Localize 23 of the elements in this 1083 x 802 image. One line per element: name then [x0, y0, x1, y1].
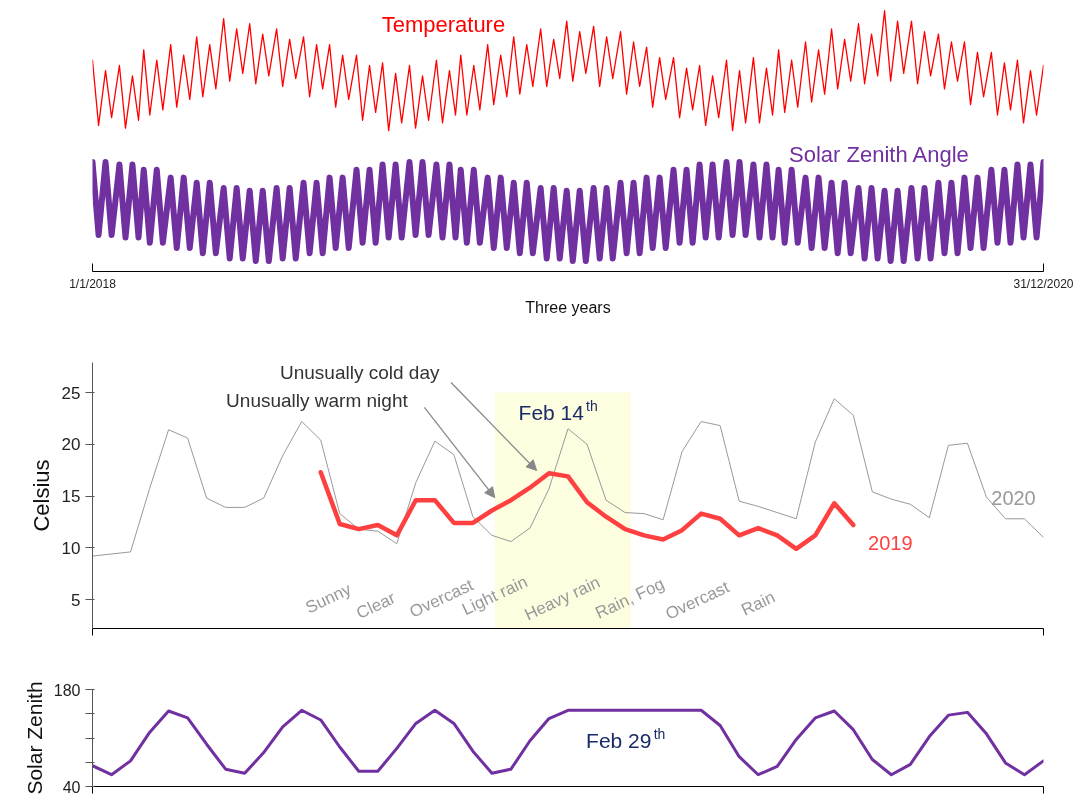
y-tick-label: 5: [71, 590, 81, 610]
series-label: 2019: [868, 532, 913, 554]
series-label: Solar Zenith Angle: [789, 141, 969, 167]
y-axis-title: Celsius: [28, 459, 54, 532]
series-label: 2020: [991, 487, 1036, 510]
line-series: [92, 708, 1044, 777]
line-series: [318, 469, 856, 552]
annotation: Unusually warm night: [226, 390, 409, 412]
x-tick-label: 1/1/2018: [69, 276, 117, 291]
annotation: Rain: [738, 587, 779, 620]
y-tick-label: 40: [62, 778, 81, 796]
annotation: Clear: [353, 588, 399, 623]
x-tick-label: 31/12/2020: [1013, 276, 1074, 291]
y-tick-label: 20: [61, 435, 81, 455]
y-tick-label: 25: [61, 383, 81, 403]
y-tick-label: 10: [61, 538, 81, 558]
annotation: Unusually cold day: [279, 362, 440, 384]
annotation: Sunny: [302, 579, 355, 618]
y-tick-label: 15: [61, 487, 81, 507]
y-axis-title: Solar Zenith: [22, 681, 46, 795]
y-tick-label: 180: [53, 681, 81, 699]
x-axis-title: Three years: [525, 298, 611, 316]
series-label: Temperature: [381, 11, 506, 37]
